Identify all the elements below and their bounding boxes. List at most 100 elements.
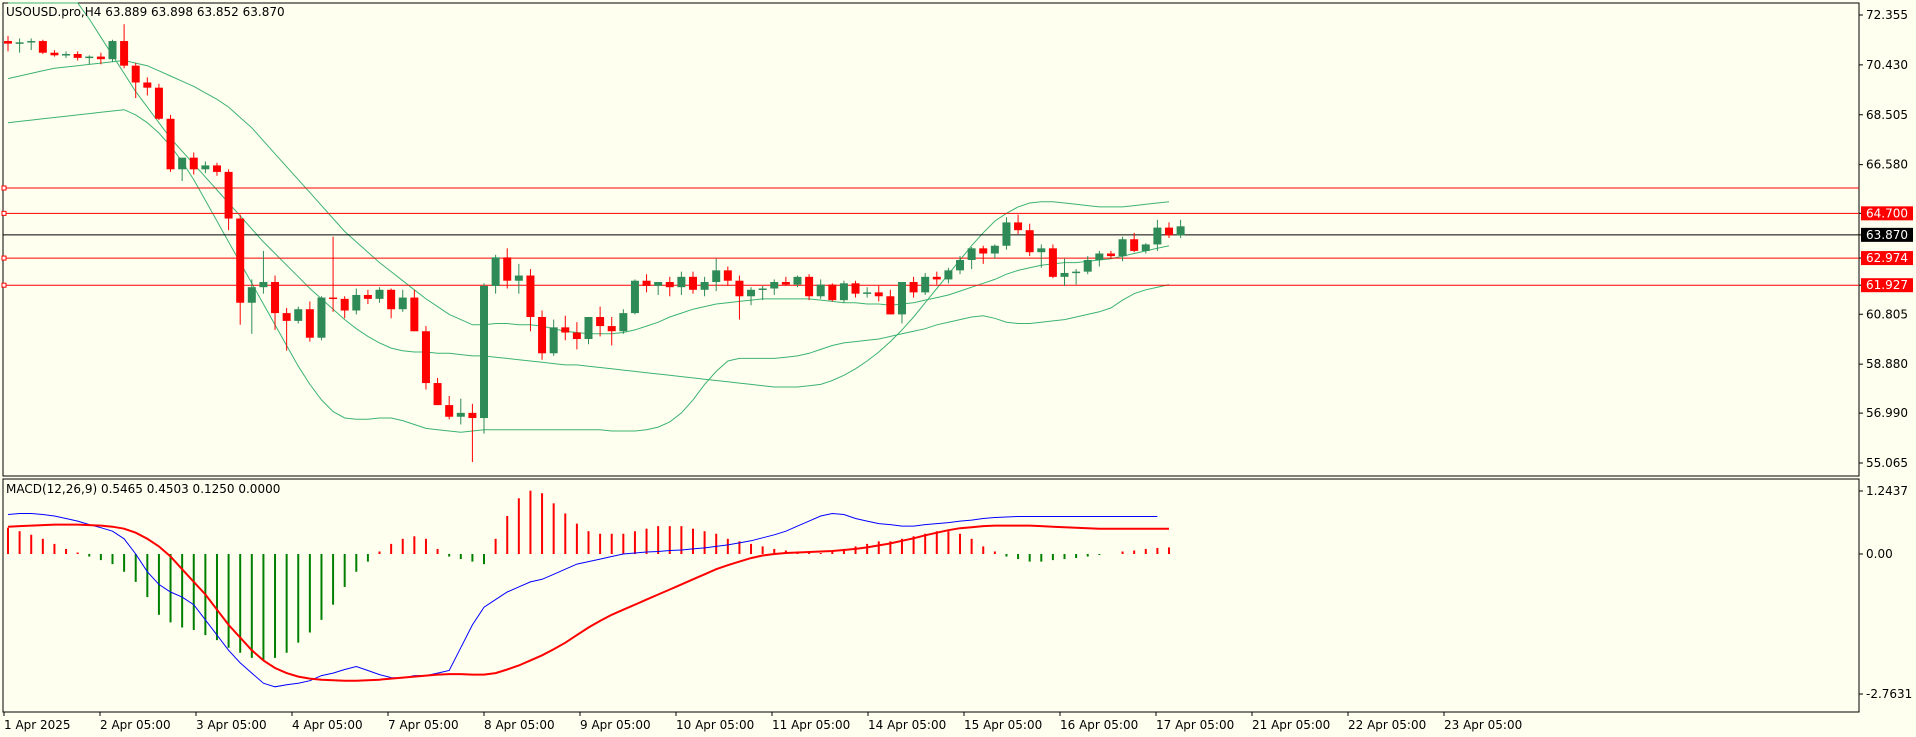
candle-body — [526, 275, 535, 317]
candle-body — [1106, 253, 1115, 257]
candle-body — [1048, 248, 1057, 277]
candle-body — [851, 283, 860, 294]
candle-body — [967, 248, 976, 260]
candle-body — [456, 412, 465, 417]
candle-body — [38, 41, 47, 53]
price-tag-label: 64.700 — [1866, 206, 1908, 220]
candle-body — [607, 326, 616, 332]
candle-body — [445, 405, 454, 417]
candle-body — [630, 280, 639, 314]
candle-body — [572, 332, 581, 340]
candle-body — [247, 287, 256, 303]
candle-body — [805, 276, 814, 297]
candle-body — [1176, 226, 1185, 236]
macd-tick-label: 0.00 — [1866, 547, 1893, 561]
price-tag-label: 63.870 — [1866, 228, 1908, 242]
candle-body — [956, 259, 965, 271]
candle-body — [340, 298, 349, 311]
candle-body — [73, 53, 82, 58]
time-tick-label: 1 Apr 2025 — [4, 718, 71, 732]
candle-body — [863, 292, 872, 294]
candle-body — [1037, 248, 1046, 253]
candle-body — [317, 297, 326, 338]
price-panel[interactable] — [2, 2, 1860, 477]
candle-body — [421, 331, 430, 384]
price-tick-label: 60.805 — [1866, 307, 1908, 321]
candle-body — [96, 56, 105, 60]
candle-body — [712, 270, 721, 283]
time-tick-label: 4 Apr 05:00 — [292, 718, 363, 732]
price-tag-box — [1861, 278, 1913, 293]
candle-body — [212, 165, 221, 172]
candle-body — [584, 316, 593, 340]
price-tag-label: 61.927 — [1866, 278, 1908, 292]
candle-body — [1130, 239, 1139, 251]
candle-body — [143, 82, 152, 88]
candle-body — [688, 276, 697, 290]
bollinger-middle-line — [8, 2, 1170, 388]
candle-body — [596, 316, 605, 327]
candle-body — [839, 283, 848, 301]
candle-body — [1083, 259, 1092, 272]
candle-body — [120, 41, 129, 66]
price-panel-frame — [2, 2, 1860, 477]
candle-body — [375, 289, 384, 299]
macd-panel[interactable] — [2, 478, 1860, 713]
candle-body — [1060, 272, 1069, 277]
time-tick-label: 17 Apr 05:00 — [1156, 718, 1234, 732]
candle-body — [874, 292, 883, 297]
macd-series — [7, 490, 1170, 688]
time-tick-label: 7 Apr 05:00 — [388, 718, 459, 732]
candle-body — [62, 53, 71, 56]
time-tick-label: 9 Apr 05:00 — [580, 718, 651, 732]
candle-body — [236, 218, 245, 303]
candle-body — [480, 285, 489, 419]
symbol-info-label: USOUSD.pro,H4 63.889 63.898 63.852 63.87… — [6, 5, 285, 19]
candle-body — [491, 257, 500, 286]
candle-body — [1165, 227, 1173, 236]
level-anchor-62.974 — [1, 255, 7, 261]
candle-body — [271, 282, 280, 314]
macd-tick-label: 1.2437 — [1866, 484, 1908, 498]
time-tick-label: 15 Apr 05:00 — [964, 718, 1042, 732]
candle-body — [816, 284, 825, 297]
candle-body — [503, 257, 512, 281]
candle-body — [398, 297, 407, 310]
candle-body — [1002, 222, 1011, 246]
candle-body — [538, 316, 547, 354]
candle-body — [259, 282, 268, 288]
candle-body — [468, 412, 477, 419]
candle-body — [747, 289, 756, 297]
bollinger-lower-line — [7, 109, 1170, 433]
candle-body — [410, 297, 419, 332]
candle-body — [665, 282, 674, 288]
candle-body — [828, 284, 837, 301]
candle-body — [944, 270, 953, 280]
macd-signal-line — [7, 523, 1169, 682]
candle-body — [108, 41, 117, 60]
candle-body — [387, 289, 396, 310]
price-tick-label: 55.065 — [1866, 456, 1908, 470]
price-tick-label: 58.880 — [1866, 357, 1908, 371]
candle-body — [363, 294, 372, 299]
candle-body — [1072, 271, 1081, 274]
candle-body — [932, 276, 941, 280]
candle-body — [131, 65, 140, 83]
candle-body — [1095, 253, 1104, 260]
candle-body — [1153, 227, 1162, 245]
candle-body — [723, 270, 732, 281]
candle-body — [735, 280, 744, 297]
candle-body — [793, 276, 802, 285]
candle-body — [677, 276, 686, 288]
candle-body — [433, 383, 442, 406]
candle-body — [758, 288, 767, 290]
price-tick-label: 72.355 — [1866, 8, 1908, 22]
price-tick-label: 70.430 — [1866, 58, 1908, 72]
candle-body — [1025, 230, 1034, 253]
time-tick-label: 14 Apr 05:00 — [868, 718, 946, 732]
candle-body — [1014, 222, 1023, 231]
macd-main-line — [7, 512, 1158, 688]
time-tick-label: 3 Apr 05:00 — [196, 718, 267, 732]
